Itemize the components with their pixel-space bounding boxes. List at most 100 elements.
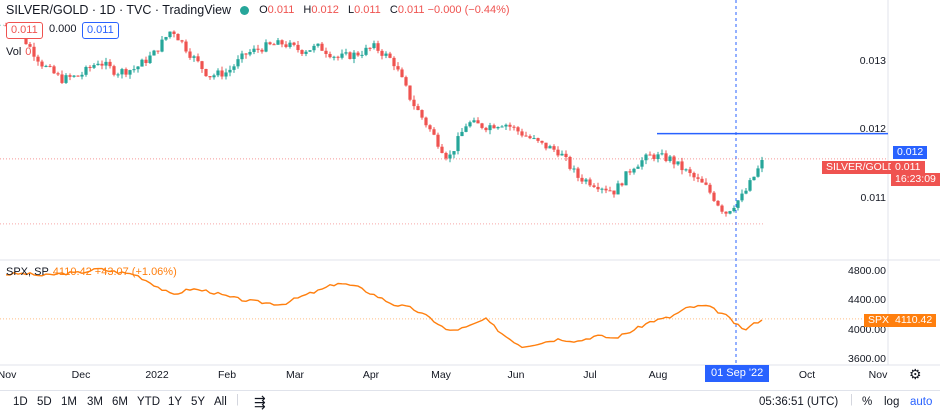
candle-body	[120, 69, 124, 75]
candle-body	[272, 44, 276, 46]
range-5y-button[interactable]: 5Y	[191, 396, 206, 408]
candle-body	[80, 74, 84, 77]
candle-body	[56, 73, 60, 75]
spx-tick: 4400.00	[848, 294, 886, 306]
candle-body	[76, 75, 80, 77]
candle-body	[448, 154, 452, 159]
x-tick: Jun	[507, 369, 525, 381]
percent-toggle[interactable]: %	[862, 396, 873, 408]
range-1d-button[interactable]: 1D	[13, 396, 28, 408]
log-toggle[interactable]: log	[884, 396, 900, 408]
candle-body	[344, 52, 348, 54]
bid-box[interactable]: 0.011	[6, 22, 43, 39]
candle-body	[492, 125, 496, 129]
candle-body	[648, 154, 652, 156]
price-tick: 0.012	[859, 123, 886, 135]
candle-body	[416, 106, 420, 111]
candle-body	[620, 183, 624, 186]
candle-body	[332, 56, 336, 58]
candle-body	[708, 184, 712, 193]
candle-body	[720, 205, 724, 212]
candle-body	[536, 138, 540, 141]
candle-body	[212, 75, 216, 78]
x-tick: Nov	[0, 369, 17, 381]
candle-body	[52, 66, 56, 74]
settings-icon[interactable]: ⚙	[909, 366, 922, 382]
volume-legend: Vol 0	[6, 46, 32, 58]
candle-body	[480, 123, 484, 128]
candle-body	[684, 169, 688, 171]
candle-body	[676, 161, 680, 165]
candle-body	[544, 142, 548, 149]
range-ytd-button[interactable]: YTD	[137, 396, 160, 408]
candle-body	[292, 42, 296, 45]
candle-body	[132, 69, 136, 71]
candle-body	[224, 72, 228, 77]
candle-body	[256, 48, 260, 50]
range-5d-button[interactable]: 5D	[37, 396, 52, 408]
x-tick: Nov	[868, 369, 888, 381]
auto-toggle[interactable]: auto	[910, 396, 933, 408]
candle-body	[32, 46, 36, 57]
candle-body	[156, 50, 160, 52]
candle-body	[500, 126, 504, 128]
candle-body	[592, 185, 596, 187]
candle-body	[752, 176, 756, 181]
candle-body	[36, 56, 40, 62]
ohlc-readout: O0.011 H0.012 L0.011 C0.011 −0.000 (−0.4…	[259, 4, 510, 16]
candle-body	[200, 61, 204, 69]
candle-body	[576, 168, 580, 178]
candle-body	[412, 99, 416, 107]
range-1y-button[interactable]: 1Y	[168, 396, 183, 408]
candle-body	[236, 59, 240, 67]
candle-body	[660, 153, 664, 155]
candle-body	[176, 33, 180, 41]
candle-body	[312, 45, 316, 51]
x-tick: Feb	[217, 369, 237, 381]
range-all-button[interactable]: All	[214, 396, 227, 408]
candle-body	[328, 53, 332, 58]
candle-body	[172, 31, 176, 34]
symbol-title[interactable]: SILVER/GOLD · 1D · TVC · TradingView	[6, 3, 232, 17]
candle-body	[588, 179, 592, 186]
candle-body	[436, 134, 440, 147]
candle-body	[380, 50, 384, 56]
candle-body	[488, 125, 492, 131]
range-6m-button[interactable]: 6M	[112, 396, 128, 408]
candle-body	[244, 53, 248, 55]
candle-body	[596, 186, 600, 190]
candle-body	[732, 207, 736, 212]
ask-box[interactable]: 0.011	[82, 22, 119, 39]
candle-body	[28, 44, 32, 47]
candle-body	[552, 146, 556, 150]
candle-body	[96, 63, 100, 66]
candle-body	[288, 42, 292, 47]
chart-canvas[interactable]	[0, 0, 940, 390]
candle-body	[460, 131, 464, 137]
candle-body	[516, 127, 520, 132]
market-status-icon	[240, 5, 250, 15]
range-1m-button[interactable]: 1M	[61, 396, 77, 408]
candle-body	[376, 43, 380, 51]
candle-body	[548, 146, 552, 149]
candle-body	[60, 74, 64, 83]
candle-body	[208, 76, 212, 78]
candle-body	[232, 66, 236, 70]
spx-legend[interactable]: SPX, SP 4110.42 +43.07 (+1.06%)	[6, 266, 177, 278]
candle-body	[564, 153, 568, 158]
spx-tick: 4000.00	[848, 324, 886, 336]
candle-body	[276, 40, 280, 45]
x-tick: 2022	[145, 369, 169, 381]
x-tick: Dec	[71, 369, 91, 381]
candle-body	[280, 40, 284, 45]
candle-body	[452, 151, 456, 155]
compare-icon[interactable]: ⇶	[254, 394, 266, 410]
candle-body	[396, 66, 400, 70]
x-tick: Aug	[648, 369, 668, 381]
candle-body	[420, 110, 424, 118]
candle-body	[616, 183, 620, 195]
candle-body	[636, 166, 640, 169]
candle-body	[604, 188, 608, 191]
candle-body	[372, 43, 376, 49]
range-3m-button[interactable]: 3M	[87, 396, 103, 408]
